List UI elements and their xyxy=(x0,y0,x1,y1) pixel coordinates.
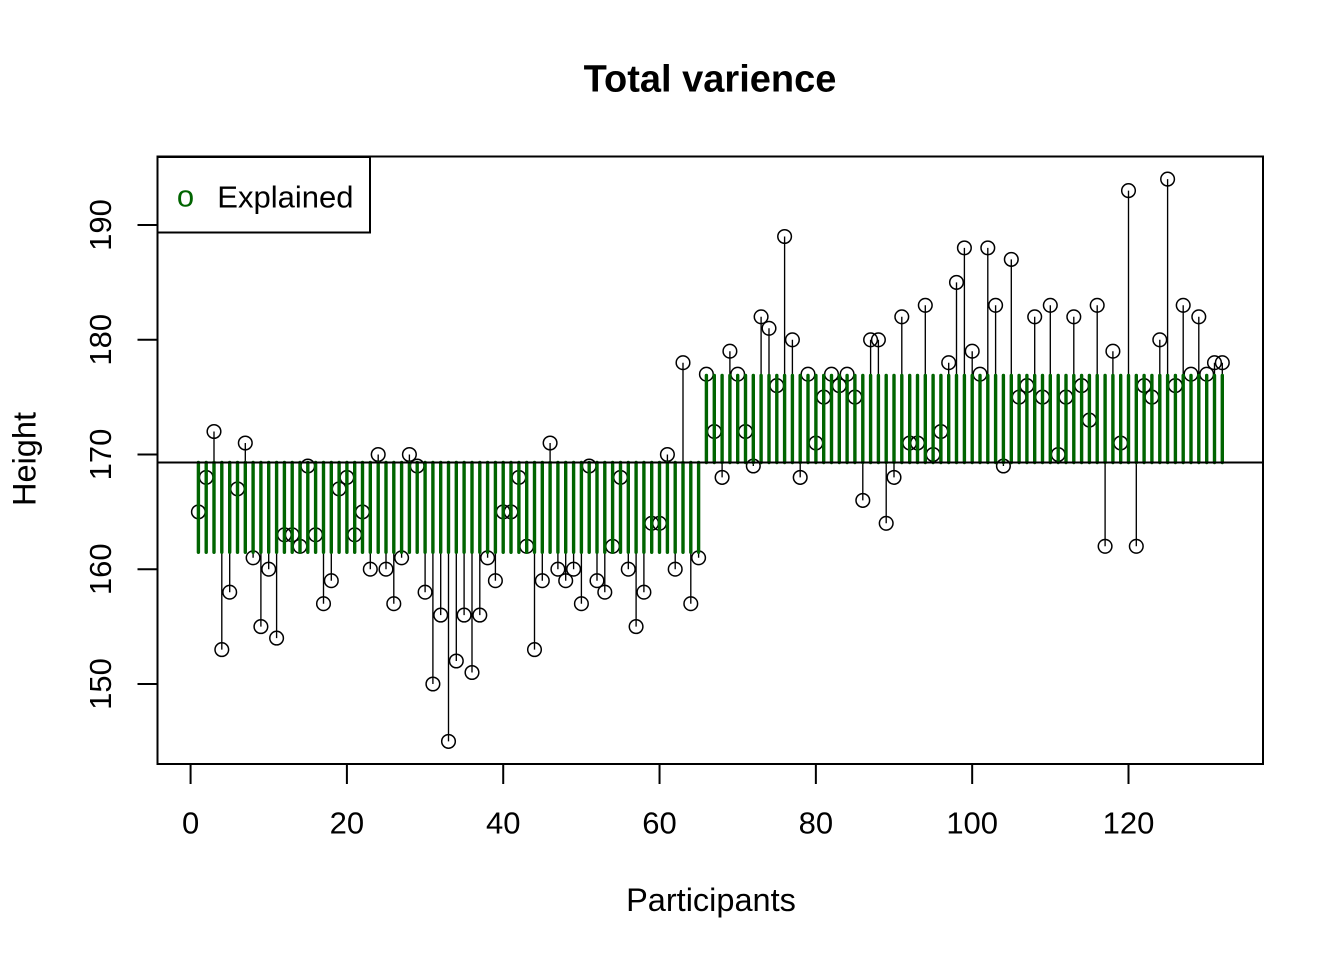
svg-text:180: 180 xyxy=(83,314,118,366)
svg-text:80: 80 xyxy=(799,806,833,841)
svg-text:Participants: Participants xyxy=(626,882,796,918)
svg-text:170: 170 xyxy=(83,429,118,481)
svg-text:190: 190 xyxy=(83,199,118,251)
svg-text:20: 20 xyxy=(330,806,364,841)
svg-text:100: 100 xyxy=(946,806,998,841)
svg-text:Explained: Explained xyxy=(217,180,353,215)
svg-text:120: 120 xyxy=(1103,806,1155,841)
svg-text:0: 0 xyxy=(182,806,199,841)
svg-text:o: o xyxy=(177,179,194,214)
svg-text:160: 160 xyxy=(83,543,118,595)
svg-text:Height: Height xyxy=(7,412,43,506)
svg-text:40: 40 xyxy=(486,806,520,841)
svg-text:Total varience: Total varience xyxy=(584,59,837,101)
svg-text:60: 60 xyxy=(642,806,676,841)
svg-text:150: 150 xyxy=(83,658,118,710)
